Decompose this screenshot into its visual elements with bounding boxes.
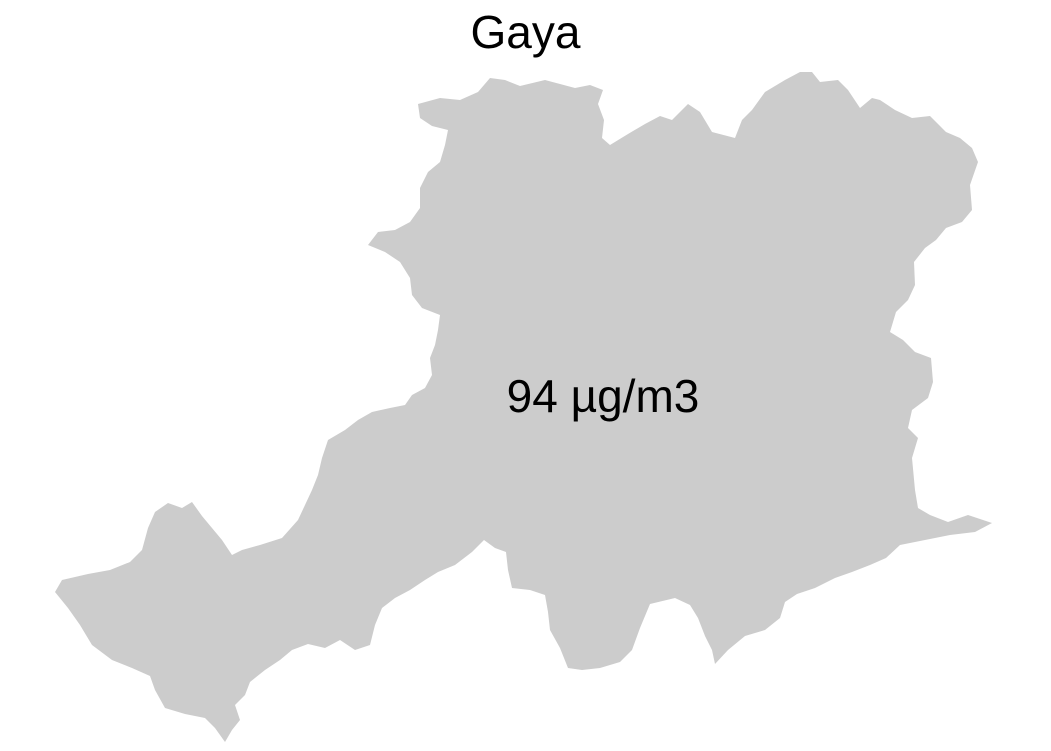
map-title: Gaya	[470, 6, 581, 58]
region-value-label: 94 µg/m3	[506, 370, 700, 422]
district-shape	[55, 72, 992, 742]
